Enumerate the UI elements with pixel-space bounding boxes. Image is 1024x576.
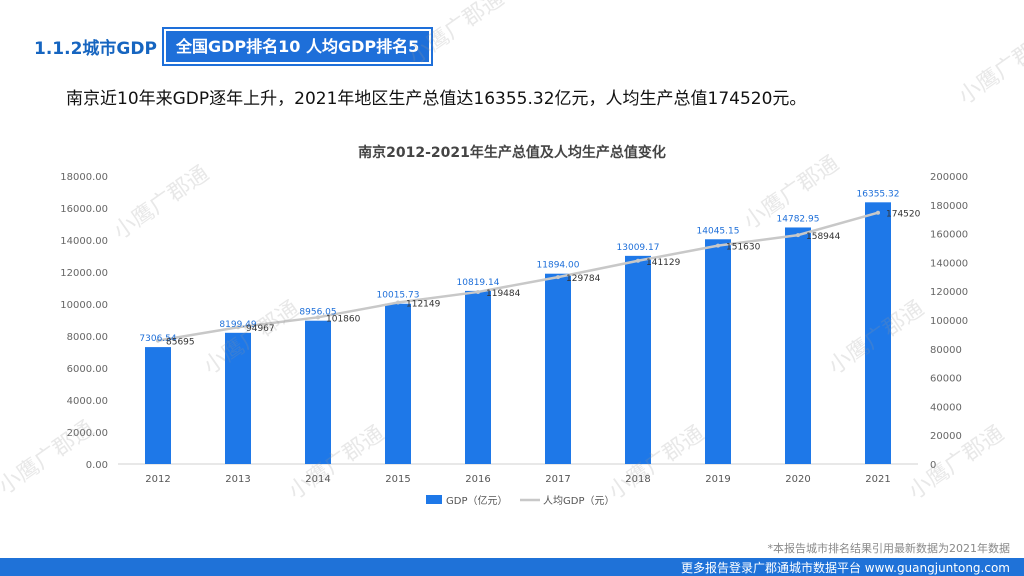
line-data-label: 129784	[566, 274, 601, 284]
x-tick-label: 2016	[465, 474, 490, 485]
bar-data-label: 16355.32	[857, 189, 900, 199]
point-per-capita-gdp	[476, 289, 480, 294]
y-left-tick-label: 4000.00	[67, 396, 108, 407]
bar-data-label: 11894.00	[537, 261, 580, 271]
point-per-capita-gdp	[316, 315, 320, 320]
y-left-tick-label: 16000.00	[60, 204, 108, 215]
bar-gdp	[145, 347, 171, 464]
line-data-label: 141129	[646, 258, 681, 268]
legend-swatch-gdp	[426, 495, 442, 504]
y-left-tick-label: 0.00	[86, 460, 108, 471]
point-per-capita-gdp	[716, 243, 720, 248]
y-right-tick-label: 140000	[930, 258, 968, 269]
bar-gdp	[545, 273, 571, 464]
x-tick-label: 2020	[785, 474, 810, 485]
gdp-chart: 南京2012-2021年生产总值及人均生产总值变化 0.00 2000.00 4000…	[60, 144, 968, 507]
y-right-tick-label: 0	[930, 460, 936, 471]
legend-label-per-capita: 人均GDP（元）	[543, 495, 614, 507]
legend-label-gdp: GDP（亿元）	[446, 494, 507, 507]
y-right-tick-label: 100000	[930, 316, 968, 327]
bar-data-label: 8199.49	[219, 320, 256, 330]
line-data-label: 158944	[806, 232, 841, 242]
point-per-capita-gdp	[556, 275, 560, 280]
y-left-tick-label: 18000.00	[60, 172, 108, 183]
x-tick-label: 2013	[225, 474, 250, 485]
y-left-tick-label: 2000.00	[67, 428, 108, 439]
line-per-capita-gdp	[157, 211, 879, 342]
bar-data-label: 14782.95	[777, 214, 820, 224]
x-tick-label: 2021	[865, 474, 890, 485]
y-right-tick-label: 200000	[930, 172, 968, 183]
y-left-tick-label: 8000.00	[67, 332, 108, 343]
y-left-tick-label: 10000.00	[60, 300, 108, 311]
point-per-capita-gdp	[396, 300, 400, 305]
line-data-label: 119484	[486, 289, 521, 299]
x-tick-label: 2017	[545, 474, 570, 485]
point-per-capita-gdp	[796, 233, 800, 238]
bar-gdp	[465, 290, 491, 464]
y-right-tick-label: 180000	[930, 201, 968, 212]
line-data-label: 85695	[166, 338, 195, 348]
line-data-label: 174520	[886, 210, 921, 220]
x-tick-label: 2012	[145, 474, 170, 485]
line-data-label: 112149	[406, 300, 441, 310]
point-per-capita-gdp	[156, 338, 160, 343]
footnote: *本报告城市排名结果引用最新数据为2021年数据	[767, 542, 1011, 555]
x-tick-label: 2019	[705, 474, 730, 485]
bar-data-label: 8956.05	[299, 308, 336, 318]
line-data-label: 94967	[246, 324, 275, 334]
bar-data-label: 10015.73	[377, 291, 420, 301]
line-data-label: 151630	[726, 243, 761, 253]
x-tick-label: 2014	[305, 474, 330, 485]
bar-data-label: 13009.17	[617, 243, 660, 253]
footer-bar: 更多报告登录广郡通城市数据平台 www.guangjuntong.com	[0, 558, 1024, 576]
section-label: 1.1.2城市GDP	[34, 39, 157, 59]
point-per-capita-gdp	[236, 325, 240, 330]
y-right-tick-label: 80000	[930, 345, 962, 356]
chart-title: 南京2012-2021年生产总值及人均生产总值变化	[358, 144, 666, 161]
bar-data-label: 14045.15	[697, 226, 740, 236]
bar-gdp	[865, 202, 891, 464]
y-right-tick-label: 120000	[930, 287, 968, 298]
bar-gdp	[705, 239, 731, 464]
ranking-badge: 全国GDP排名10 人均GDP排名5	[161, 27, 434, 66]
y-left-tick-label: 6000.00	[67, 364, 108, 375]
x-tick-label: 2018	[625, 474, 650, 485]
footer-link-text[interactable]: 更多报告登录广郡通城市数据平台 www.guangjuntong.com	[680, 561, 1010, 575]
bar-data-label: 10819.14	[457, 278, 500, 288]
bar-gdp	[785, 227, 811, 464]
x-tick-label: 2015	[385, 474, 410, 485]
point-per-capita-gdp	[876, 210, 880, 215]
y-right-tick-label: 20000	[930, 431, 962, 442]
headline: 南京近10年来GDP逐年上升，2021年地区生产总值达16355.32亿元，人均…	[66, 89, 807, 109]
y-left-tick-label: 14000.00	[60, 236, 108, 247]
y-right-tick-label: 40000	[930, 402, 962, 413]
bar-gdp	[305, 320, 331, 464]
point-per-capita-gdp	[636, 258, 640, 263]
bar-gdp	[625, 255, 651, 464]
bar-data-label: 7306.54	[139, 334, 176, 344]
y-left-tick-label: 12000.00	[60, 268, 108, 279]
y-right-tick-label: 60000	[930, 374, 962, 385]
bar-gdp	[225, 332, 251, 464]
bar-gdp	[385, 303, 411, 464]
line-data-label: 101860	[326, 314, 361, 324]
y-right-tick-label: 160000	[930, 230, 968, 241]
